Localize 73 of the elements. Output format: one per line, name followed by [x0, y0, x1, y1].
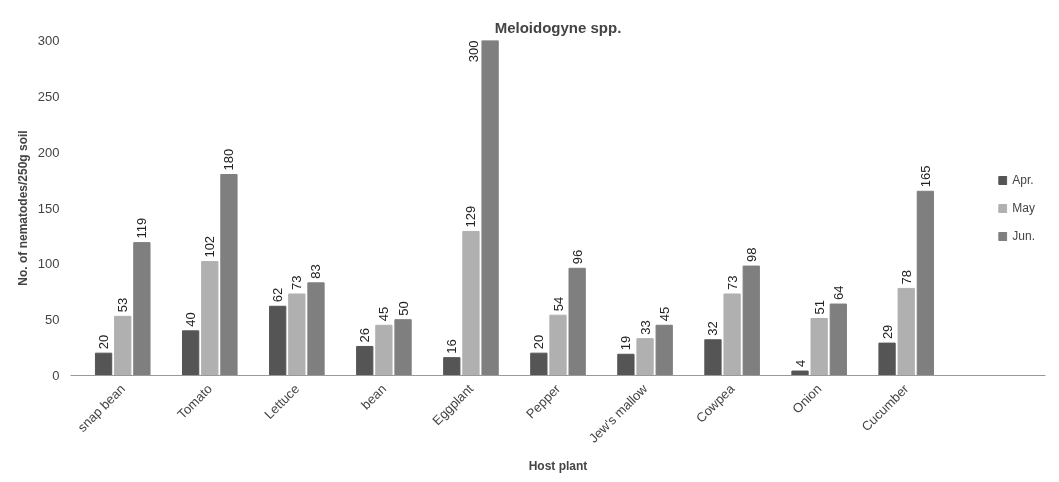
y-tick-label: 150: [37, 200, 60, 216]
data-label: 51: [811, 300, 827, 315]
data-label: 83: [308, 264, 324, 279]
data-label: 4: [792, 359, 808, 368]
bar: [481, 40, 499, 376]
data-label: 62: [270, 287, 286, 303]
bar: [462, 230, 480, 376]
data-label: 64: [830, 285, 846, 301]
data-label: 33: [637, 320, 653, 335]
bar: [704, 339, 722, 376]
data-label: 32: [705, 321, 721, 336]
bar: [829, 303, 847, 376]
bar: [307, 282, 325, 376]
bar: [636, 338, 654, 376]
data-label: 102: [202, 235, 218, 258]
bar: [94, 352, 113, 376]
y-tick-label: 250: [37, 88, 60, 104]
data-label: 19: [618, 335, 634, 351]
bar: [549, 314, 567, 376]
bar: [394, 319, 412, 376]
data-label: 20: [531, 334, 547, 350]
y-tick-label: 300: [37, 33, 60, 48]
data-label: 165: [917, 165, 933, 188]
y-axis-title: No. of nematodes/250g soil: [15, 130, 30, 286]
legend-label: May: [1012, 200, 1035, 215]
bar: [375, 324, 393, 376]
bar: [201, 261, 219, 376]
data-label: 20: [96, 334, 112, 350]
data-label: 45: [376, 306, 392, 322]
data-label: 129: [463, 205, 479, 228]
bar: [356, 345, 374, 376]
bar: [916, 190, 935, 376]
bar: [220, 174, 238, 376]
legend-label: Jun.: [1012, 228, 1035, 243]
bar: [617, 353, 635, 376]
data-label: 119: [134, 217, 150, 239]
data-label: 40: [183, 312, 199, 327]
bar: [878, 342, 896, 376]
data-label: 29: [879, 324, 895, 340]
bar: [133, 242, 151, 376]
y-tick-label: 50: [45, 312, 60, 328]
y-tick-label: 200: [37, 144, 60, 160]
data-label: 50: [395, 301, 411, 316]
data-label: 16: [444, 339, 460, 354]
bar: [181, 330, 200, 376]
bar: [114, 315, 132, 376]
data-label: 54: [550, 296, 566, 312]
data-label: 73: [724, 275, 740, 290]
legend-label: Apr.: [1012, 172, 1034, 187]
bar: [443, 357, 461, 376]
bar: [723, 293, 741, 376]
data-label: 98: [743, 247, 759, 263]
data-label: 180: [221, 148, 237, 171]
bar: [810, 318, 828, 376]
chart-title: Meloidogyne spp.: [494, 18, 622, 36]
data-label: 96: [569, 249, 585, 265]
y-tick-label: 0: [52, 368, 60, 383]
bar: [655, 324, 673, 376]
y-tick-label: 100: [37, 256, 60, 272]
data-label: 53: [115, 297, 131, 313]
bar: [897, 287, 915, 376]
data-label: 78: [898, 269, 914, 285]
bar: [568, 267, 586, 376]
bar: [791, 370, 809, 376]
data-label: 300: [465, 40, 481, 63]
bar: [742, 265, 760, 376]
data-label: 73: [289, 275, 305, 290]
bar: [269, 305, 287, 376]
x-axis-title: Host plant: [528, 458, 588, 473]
data-label: 45: [656, 306, 672, 322]
data-label: 26: [357, 328, 373, 343]
bar: [530, 352, 548, 376]
bar: [288, 293, 306, 376]
